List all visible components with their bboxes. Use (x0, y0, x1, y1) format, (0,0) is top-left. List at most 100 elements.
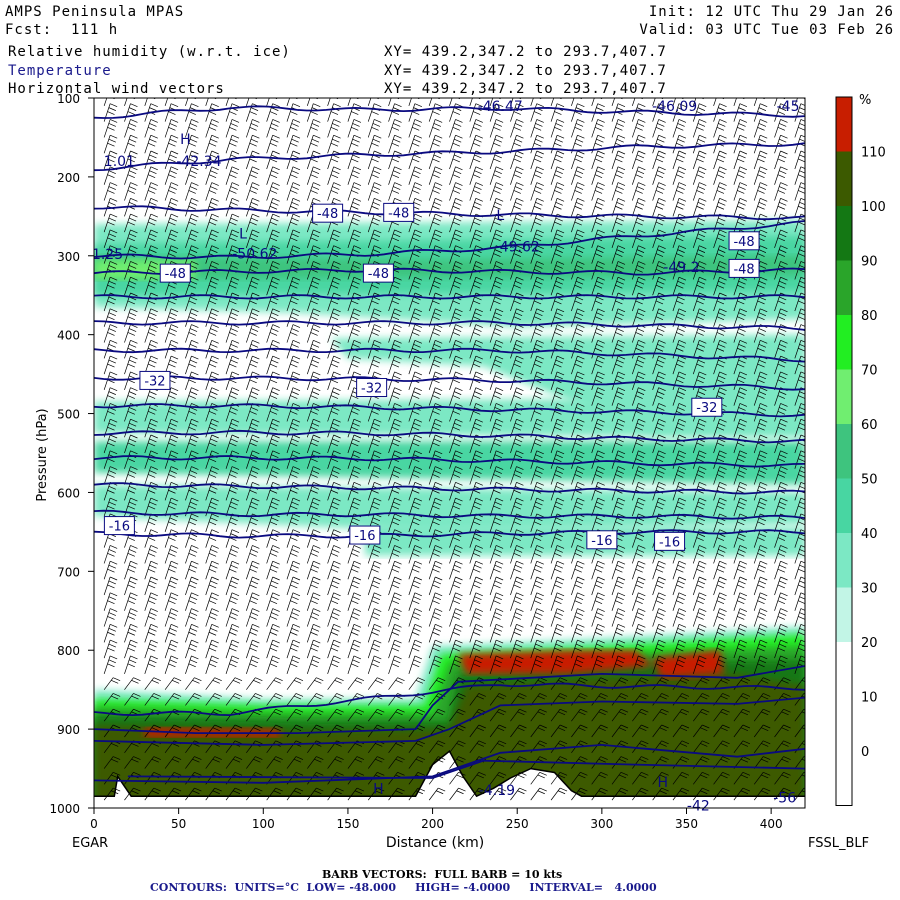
barb-shaft (185, 371, 192, 390)
wind-barb (164, 213, 179, 233)
barb-shaft (306, 576, 314, 596)
barb-feather (412, 190, 420, 194)
barb-feather (170, 639, 179, 644)
barb-feather (313, 608, 321, 612)
wind-barb (327, 545, 341, 564)
barb-feather (311, 265, 320, 269)
barb-feather (394, 198, 402, 202)
barb-feather (210, 580, 218, 585)
barb-feather (310, 142, 318, 147)
barb-feather (249, 284, 257, 289)
wind-barb (266, 245, 280, 264)
barb-feather (127, 174, 135, 179)
barb-shaft (367, 434, 375, 454)
barb-feather (192, 790, 200, 795)
barb-feather (210, 517, 218, 522)
barb-feather (272, 182, 280, 186)
barb-feather (110, 150, 118, 155)
barb-feather (332, 564, 340, 569)
wind-barb (388, 608, 402, 627)
barb-feather (188, 363, 196, 368)
barb-feather (189, 643, 198, 648)
barb-feather (333, 198, 341, 202)
wind-barb (367, 434, 382, 454)
barb-shaft (347, 624, 355, 643)
barb-shaft (347, 498, 355, 517)
barb-shaft (327, 640, 334, 659)
wind-barb (388, 324, 402, 343)
barb-feather (314, 758, 322, 763)
barb-feather (413, 233, 421, 238)
barb-feather (332, 186, 340, 190)
barb-feather (211, 245, 219, 249)
barb-feather (250, 138, 259, 143)
wind-barb (246, 639, 260, 659)
barb-feather (371, 521, 379, 526)
barb-feather (330, 174, 339, 179)
barb-feather (189, 564, 198, 569)
barb-shaft (408, 387, 416, 406)
barb-shaft (144, 261, 152, 280)
barb-feather (395, 88, 402, 91)
wind-barb (124, 340, 138, 359)
barb-shaft (144, 403, 152, 422)
barb-feather (395, 758, 403, 763)
barb-shaft (347, 592, 355, 611)
barb-shaft (286, 561, 294, 580)
barb-feather (393, 596, 401, 601)
barb-shaft (144, 214, 152, 233)
wind-barb (124, 787, 141, 801)
barb-shaft (388, 640, 395, 659)
barb-shaft (347, 98, 351, 106)
barb-feather (372, 328, 381, 332)
barb-feather (352, 280, 360, 285)
barb-feather (316, 708, 324, 713)
barb-feather (372, 343, 381, 348)
barb-feather (149, 470, 157, 474)
barb-feather (170, 166, 179, 171)
barb-feather (250, 659, 259, 664)
barb-shaft (205, 340, 213, 359)
barb-feather (249, 332, 257, 336)
barb-feather (412, 347, 420, 352)
barb-shaft (185, 608, 192, 627)
barb-feather (252, 150, 260, 155)
barb-feather (149, 517, 157, 522)
barb-feather (212, 758, 220, 763)
barb-feather (210, 92, 217, 95)
barb-feather (170, 198, 179, 202)
barb-feather (110, 198, 118, 202)
barb-feather (168, 111, 176, 115)
barb-feather (313, 576, 321, 581)
barb-feather (374, 576, 382, 581)
barb-feather (170, 418, 179, 423)
wind-barb (327, 355, 341, 375)
barb-feather (148, 663, 156, 668)
wind-barb (246, 466, 260, 485)
barb-shaft (185, 166, 192, 185)
barb-feather (394, 261, 402, 265)
barb-feather (272, 150, 280, 155)
wind-barb (144, 261, 158, 280)
barb-feather (356, 708, 365, 713)
barb-feather (352, 265, 360, 269)
barb-shaft (266, 371, 274, 390)
barb-feather (153, 677, 161, 681)
barb-feather (231, 292, 240, 297)
barb-feather (394, 466, 402, 470)
barb-feather (336, 677, 344, 681)
barb-shaft (408, 135, 416, 154)
barb-feather (110, 324, 118, 328)
barb-shaft (225, 513, 233, 532)
barb-feather (130, 229, 138, 234)
barb-feather (291, 201, 299, 206)
wind-barb (103, 213, 118, 233)
barb-feather (170, 92, 177, 95)
barb-feather (108, 501, 116, 506)
wind-barb (225, 624, 240, 643)
barb-shaft (408, 482, 416, 501)
wind-barb (205, 245, 219, 264)
barb-feather (391, 663, 400, 668)
barb-feather (129, 580, 137, 585)
barb-feather (150, 213, 158, 218)
